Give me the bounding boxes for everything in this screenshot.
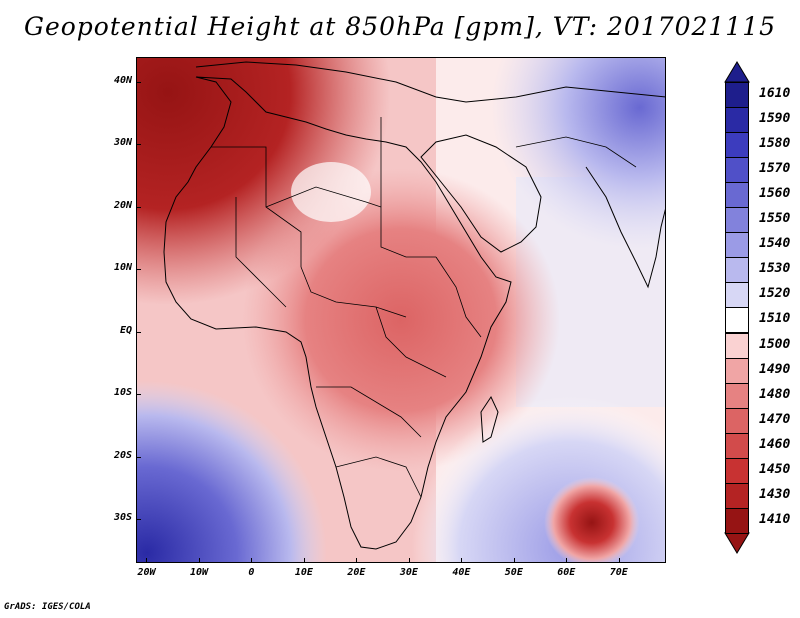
lat-tick (136, 519, 141, 521)
lat-tick (136, 206, 141, 208)
colorbar-label-1470: 1470 (759, 411, 791, 427)
lon-tick (251, 558, 253, 563)
colorbar-swatch-1450 (725, 457, 749, 484)
lon-label-0: 0 (248, 567, 255, 578)
lon-tick (303, 558, 305, 563)
lat-label-20n: 20N (113, 199, 132, 211)
lon-tick (618, 558, 620, 563)
border-10 (515, 136, 637, 168)
lon-tick (198, 558, 200, 563)
colorbar-label-1450: 1450 (759, 461, 791, 477)
lon-label-30e: 30E (399, 567, 418, 578)
colorbar-swatch-1510 (725, 307, 749, 334)
lon-label-50e: 50E (504, 567, 523, 578)
colorbar-label-1530: 1530 (759, 261, 791, 277)
border-5 (375, 306, 447, 378)
lon-tick (461, 558, 463, 563)
border-8 (235, 197, 287, 308)
colorbar-label-1510: 1510 (759, 311, 791, 327)
colorbar: 1610 1590 1580 1570 1560 1550 1540 1530 1520 1510… (719, 60, 799, 560)
lon-tick (146, 558, 148, 563)
colorbar-label-1570: 1570 (759, 161, 791, 177)
lat-label-40n: 40N (113, 74, 132, 86)
colorbar-swatch-1490 (725, 357, 749, 384)
lon-label-20e: 20E (347, 567, 366, 578)
colorbar-label-1460: 1460 (759, 436, 791, 452)
grads-credit: GrADS: IGES/COLA (4, 602, 91, 612)
colorbar-swatch-1480 (725, 382, 749, 409)
mediterranean-coastline (195, 61, 666, 103)
colorbar-swatch-1530 (725, 257, 749, 284)
lon-tick (513, 558, 515, 563)
colorbar-label-1580: 1580 (759, 136, 791, 152)
colorbar-label-1590: 1590 (759, 111, 791, 127)
colorbar-label-1410: 1410 (759, 511, 791, 527)
africa-coastline (163, 76, 512, 550)
coastlines (163, 61, 666, 550)
colorbar-label-1550: 1550 (759, 211, 791, 227)
map-plot-area (136, 57, 666, 563)
lat-label-30s: 30S (113, 512, 132, 524)
border-9 (435, 256, 482, 338)
colorbar-swatch-1590 (725, 107, 749, 134)
border-6 (316, 386, 422, 438)
colorbar-swatch-1410 (725, 507, 749, 534)
lon-tick (408, 558, 410, 563)
india-coastline (585, 166, 666, 289)
colorbar-swatch-1610 (725, 82, 749, 109)
colorbar-swatch-1520 (725, 282, 749, 309)
colorbar-swatch-1430 (725, 482, 749, 509)
lat-tick (136, 394, 141, 396)
lat-tick (136, 331, 141, 333)
colorbar-top-arrow (724, 61, 750, 83)
arabia-coastline (420, 134, 542, 253)
lat-tick (136, 81, 141, 83)
lon-tick (566, 558, 568, 563)
colorbar-label-1540: 1540 (759, 236, 791, 252)
lon-label-10e: 10E (294, 567, 313, 578)
border-2 (265, 186, 382, 208)
geopotential-field (136, 57, 666, 563)
colorbar-swatch-1560 (725, 182, 749, 209)
colorbar-arrows (724, 61, 750, 554)
colorbar-label-1520: 1520 (759, 286, 791, 302)
colorbar-swatch-1570 (725, 157, 749, 184)
lon-label-70e: 70E (609, 567, 628, 578)
lon-tick (356, 558, 358, 563)
colorbar-swatch-1460 (725, 432, 749, 459)
lon-label-60e: 60E (557, 567, 576, 578)
colorbar-label-1490: 1490 (759, 361, 791, 377)
border-4 (300, 266, 407, 318)
colorbar-swatch-1500 (725, 332, 749, 359)
lon-label-20w: 20W (137, 567, 156, 578)
colorbar-swatch-1470 (725, 407, 749, 434)
lat-label-10s: 10S (113, 387, 132, 399)
lat-tick (136, 144, 141, 146)
colorbar-swatch-1540 (725, 232, 749, 259)
colorbar-label-1500: 1500 (759, 336, 791, 352)
chart-title: Geopotential Height at 850hPa [gpm], VT:… (23, 12, 777, 41)
country-borders (211, 117, 637, 498)
colorbar-label-1480: 1480 (759, 386, 791, 402)
colorbar-swatch-1550 (725, 207, 749, 234)
lat-tick (136, 269, 141, 271)
lat-tick (136, 456, 141, 458)
lat-label-20s: 20S (113, 449, 132, 461)
lat-label-10n: 10N (113, 262, 132, 274)
lon-label-10w: 10W (189, 567, 208, 578)
colorbar-label-1610: 1610 (759, 86, 791, 101)
colorbar-swatch-1580 (725, 132, 749, 159)
colorbar-label-1430: 1430 (759, 486, 791, 502)
border-3 (380, 117, 436, 258)
border-7 (335, 456, 422, 498)
lat-label-30n: 30N (113, 137, 132, 149)
madagascar-coastline (480, 395, 499, 443)
field-mascarene-low (136, 57, 666, 563)
colorbar-bottom-arrow (724, 532, 750, 554)
lat-label-eq: EQ (119, 324, 132, 336)
colorbar-label-1560: 1560 (759, 186, 791, 202)
lon-label-40e: 40E (452, 567, 471, 578)
